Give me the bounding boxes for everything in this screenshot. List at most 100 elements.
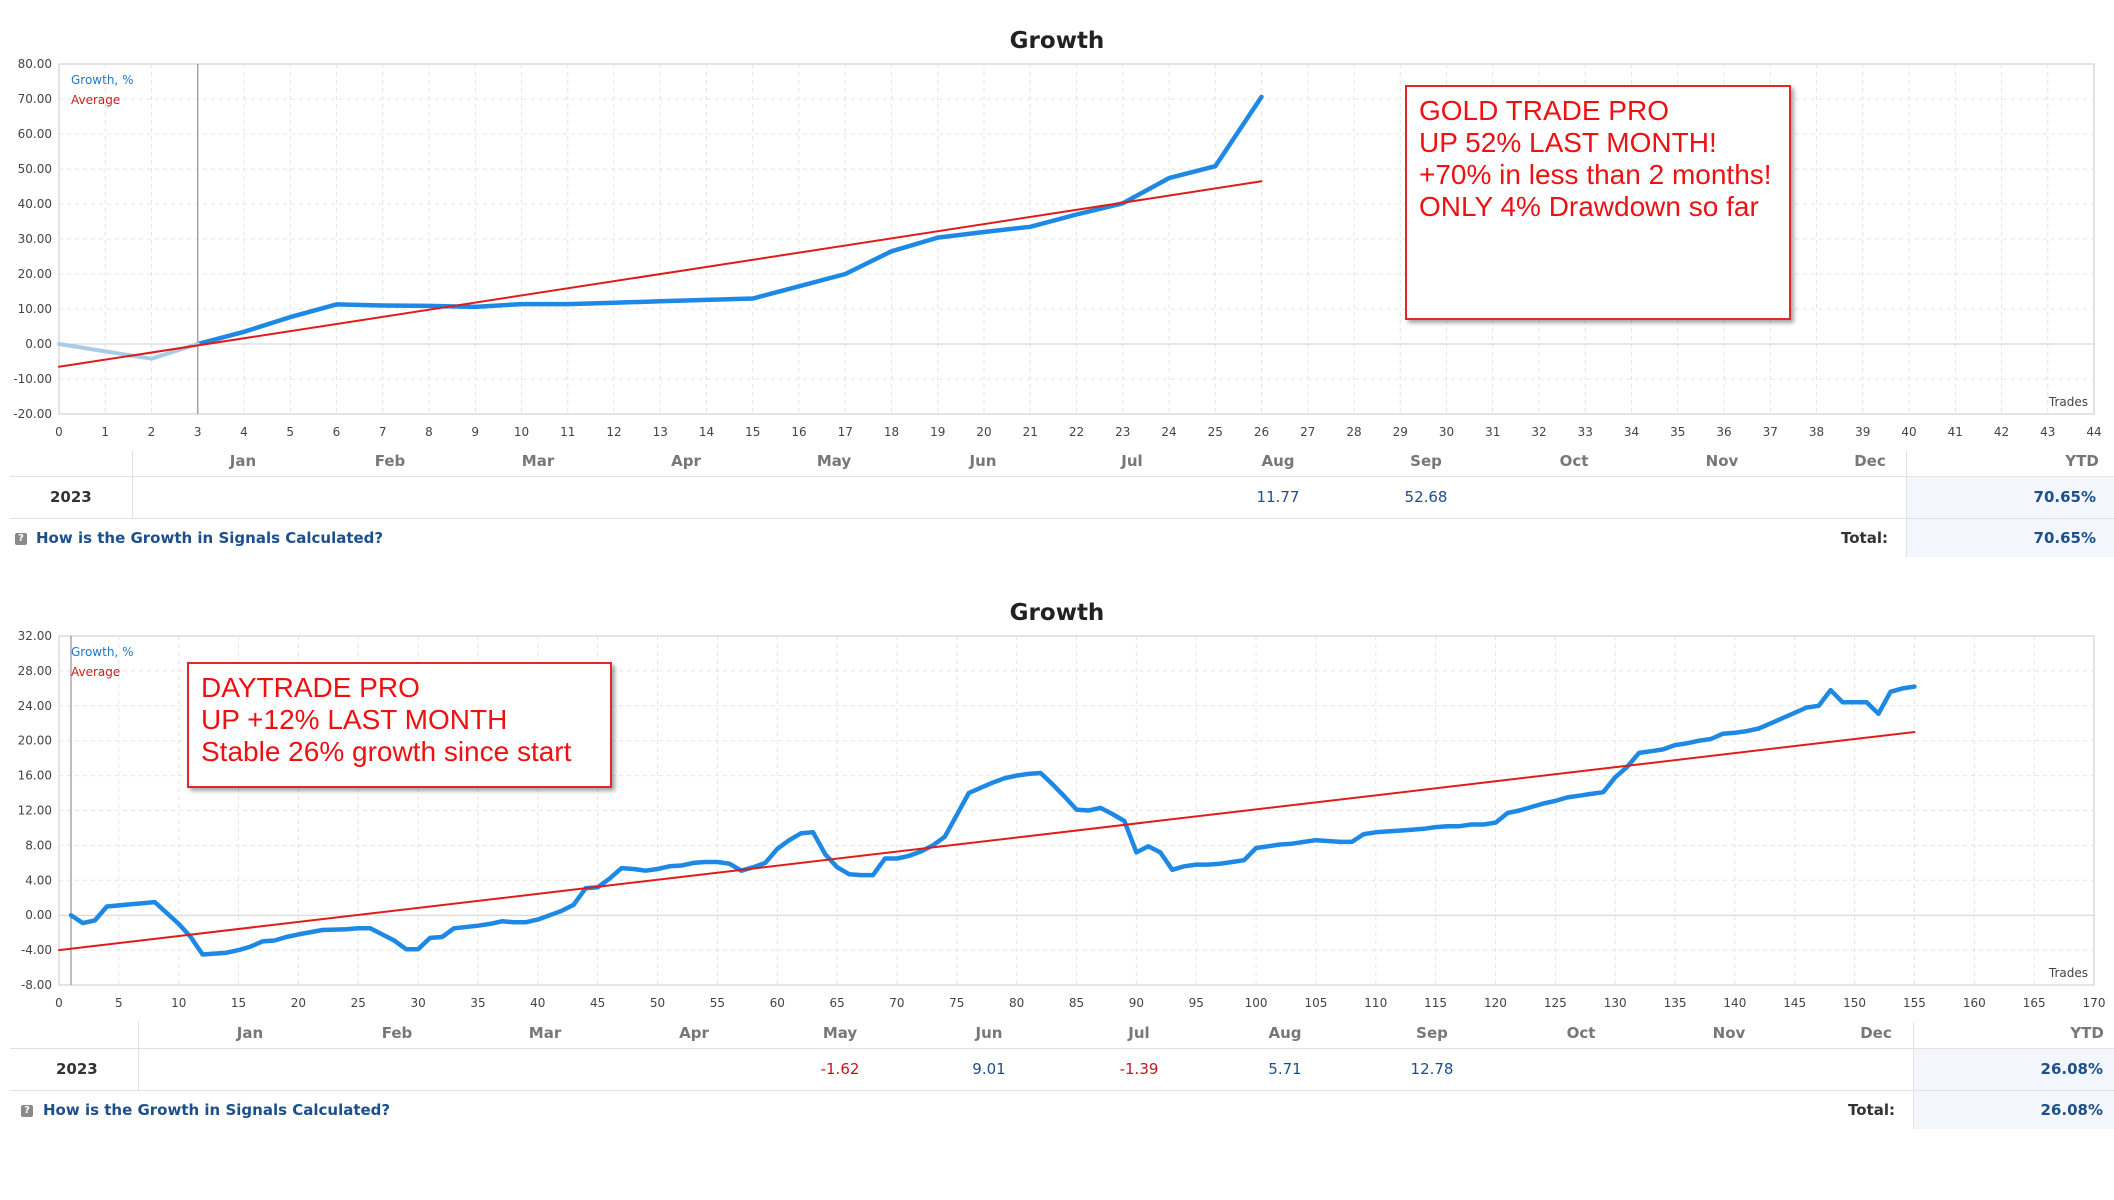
x-tick-label: 42 xyxy=(1994,425,2009,439)
month-label: Nov xyxy=(1712,1024,1746,1042)
y-tick-label: 30.00 xyxy=(18,232,52,246)
x-tick-label: 50 xyxy=(650,996,665,1010)
ytd-column xyxy=(1906,477,2114,557)
table-column-divider xyxy=(1906,450,1907,557)
chart-title: Growth xyxy=(1009,28,1105,54)
growth-panel-gold: Growth 0 1 2 3 4 5 6 7 8 9 10 11 12 13 14 15 16 17 18 19 20 2… xyxy=(0,0,2114,570)
help-icon[interactable]: ? xyxy=(15,533,27,545)
growth-chart: 0 1 2 3 4 5 6 7 8 9 10 11 12 13 14 15 16 17 18 19 20 21 22 23 24… xyxy=(13,57,2101,439)
y-tick-label: -4.00 xyxy=(21,943,52,957)
x-tick-label: 70 xyxy=(889,996,904,1010)
x-tick-label: 5 xyxy=(286,425,294,439)
x-tick-label: 90 xyxy=(1129,996,1144,1010)
x-tick-label: 15 xyxy=(745,425,760,439)
y-tick-label: 20.00 xyxy=(18,734,52,748)
x-tick-label: 2 xyxy=(148,425,156,439)
x-tick-label: 165 xyxy=(2023,996,2046,1010)
y-tick-label: -20.00 xyxy=(13,407,52,421)
x-tick-label: 55 xyxy=(710,996,725,1010)
x-tick-label: 3 xyxy=(194,425,202,439)
month-label: Mar xyxy=(528,1024,562,1042)
annotation-box: DAYTRADE PRO UP +12% LAST MONTH Stable 2… xyxy=(187,662,612,788)
month-header-row: Jan Feb Mar Apr May Jun Jul Aug Sep Oct Nov Dec YTD xyxy=(0,1024,2114,1046)
x-tick-label: 15 xyxy=(231,996,246,1010)
average-line xyxy=(58,731,1916,952)
x-tick-label: 17 xyxy=(838,425,853,439)
x-tick-label: 27 xyxy=(1300,425,1315,439)
annotation-line: UP +12% LAST MONTH xyxy=(201,704,508,735)
x-tick-label: 4 xyxy=(240,425,248,439)
y-tick-label: 10.00 xyxy=(18,302,52,316)
month-label: Sep xyxy=(1410,452,1442,470)
y-tick-label: 8.00 xyxy=(25,838,52,852)
x-tick-label: 115 xyxy=(1424,996,1447,1010)
table-divider xyxy=(10,1090,2114,1091)
month-label: Apr xyxy=(671,452,701,470)
y-tick-label: 28.00 xyxy=(18,664,52,678)
ytd-column xyxy=(1913,1049,2114,1129)
y-tick-label: 70.00 xyxy=(18,92,52,106)
x-tick-label: 22 xyxy=(1069,425,1084,439)
y-tick-label: 16.00 xyxy=(18,769,52,783)
total-label: Total: xyxy=(1848,1101,1895,1119)
total-value: 26.08% xyxy=(2040,1101,2103,1119)
month-label: Sep xyxy=(1416,1024,1448,1042)
legend-entry-average: Average xyxy=(71,93,120,107)
x-tick-label: 11 xyxy=(560,425,575,439)
x-tick-label: 145 xyxy=(1783,996,1806,1010)
monthly-value: 12.78 xyxy=(1410,1060,1454,1078)
x-tick-label: 10 xyxy=(514,425,529,439)
x-tick-label: 39 xyxy=(1855,425,1870,439)
growth-line xyxy=(68,684,1917,957)
legend-entry-growth: Growth, % xyxy=(71,645,133,659)
growth-chart: 0 5 10 15 20 25 30 35 40 45 50 55 60 65 70 75 80 85 90 95 10… xyxy=(18,629,2106,1010)
monthly-value: 5.71 xyxy=(1268,1060,1302,1078)
x-tick-label: 45 xyxy=(590,996,605,1010)
month-label: Jan xyxy=(229,452,257,470)
help-icon[interactable]: ? xyxy=(21,1105,33,1117)
month-label: May xyxy=(816,452,852,470)
annotation-line: +70% in less than 2 months! xyxy=(1419,159,1772,190)
y-tick-label: 50.00 xyxy=(18,162,52,176)
ytd-header: YTD xyxy=(2065,452,2099,470)
legend-entry-growth: Growth, % xyxy=(71,73,133,87)
help-link[interactable]: How is the Growth in Signals Calculated? xyxy=(36,529,384,547)
table-column-divider xyxy=(138,1022,139,1090)
annotation-line: DAYTRADE PRO xyxy=(201,672,420,703)
total-label: Total: xyxy=(1841,529,1888,547)
month-label: May xyxy=(822,1024,858,1042)
x-tick-label: 0 xyxy=(55,996,63,1010)
x-tick-label: 32 xyxy=(1531,425,1546,439)
x-tick-label: 8 xyxy=(425,425,433,439)
y-tick-label: 0.00 xyxy=(25,337,52,351)
x-tick-label: 100 xyxy=(1245,996,1268,1010)
x-axis-label: Trades xyxy=(2048,395,2088,409)
growth-panel-daytrade: Growth 0 5 10 15 20 25 30 35 40 45 50 55 60 65 70 75 80 8… xyxy=(0,572,2114,1172)
month-label: Mar xyxy=(521,452,555,470)
x-tick-label: 150 xyxy=(1843,996,1866,1010)
x-tick-label: 41 xyxy=(1948,425,1963,439)
x-tick-label: 9 xyxy=(471,425,479,439)
month-label: Jun xyxy=(975,1024,1003,1042)
x-tick-label: 44 xyxy=(2086,425,2101,439)
chart-title: Growth xyxy=(1009,600,1105,626)
y-tick-label: 20.00 xyxy=(18,267,52,281)
month-header-row: Jan Feb Mar Apr May Jun Jul Aug Sep Oct Nov Dec YTD xyxy=(0,452,2114,474)
x-tick-label: 31 xyxy=(1485,425,1500,439)
x-tick-label: 25 xyxy=(1208,425,1223,439)
table-divider xyxy=(10,1048,2114,1049)
x-tick-label: 125 xyxy=(1544,996,1567,1010)
x-tick-label: 5 xyxy=(115,996,123,1010)
x-tick-label: 140 xyxy=(1723,996,1746,1010)
monthly-value: -1.62 xyxy=(820,1060,860,1078)
y-tick-label: 80.00 xyxy=(18,57,52,71)
month-label: Jul xyxy=(1121,452,1143,470)
month-label: Jul xyxy=(1128,1024,1150,1042)
month-label: Feb xyxy=(374,452,406,470)
x-tick-label: 80 xyxy=(1009,996,1024,1010)
month-label: Jun xyxy=(969,452,997,470)
x-tick-label: 33 xyxy=(1578,425,1593,439)
month-label: Aug xyxy=(1268,1024,1302,1042)
help-link[interactable]: How is the Growth in Signals Calculated? xyxy=(43,1101,391,1119)
y-tick-label: 0.00 xyxy=(25,908,52,922)
